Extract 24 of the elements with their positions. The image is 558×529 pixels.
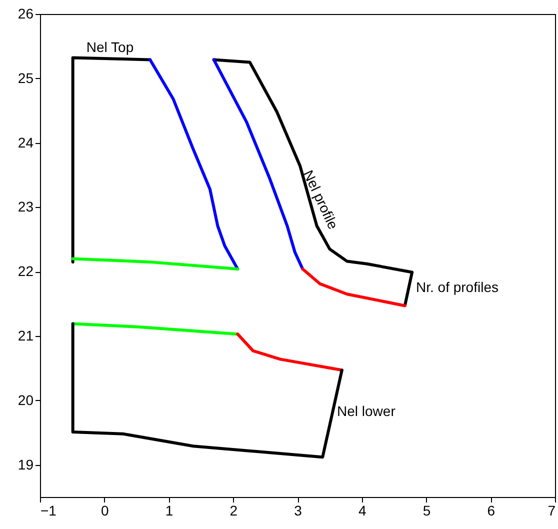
x-tick-label: 3 bbox=[294, 502, 302, 518]
x-tick-label: 7 bbox=[548, 502, 556, 518]
x-tick-label: 2 bbox=[230, 502, 238, 518]
y-tick-label: 21 bbox=[18, 328, 34, 344]
x-tick-label: 1 bbox=[165, 502, 174, 518]
line-series bbox=[212, 58, 304, 271]
x-tick-label: 5 bbox=[422, 502, 431, 518]
annotation: Nr. of profiles bbox=[416, 279, 498, 295]
y-tick-label: 25 bbox=[18, 70, 34, 86]
annotation: Nel lower bbox=[337, 403, 396, 419]
x-tick-label: 4 bbox=[358, 502, 366, 518]
line-series bbox=[301, 268, 407, 308]
y-tick-label: 22 bbox=[18, 263, 34, 280]
annotation: Nel Top bbox=[86, 39, 134, 55]
y-tick-label: 20 bbox=[18, 392, 34, 408]
x-tick-label: 6 bbox=[487, 502, 496, 518]
y-tick-label: 24 bbox=[18, 134, 34, 150]
y-tick-label: 19 bbox=[18, 456, 34, 472]
line-series bbox=[236, 332, 344, 372]
y-tick-label: 26 bbox=[18, 6, 34, 22]
x-tick-label: 0 bbox=[100, 502, 109, 518]
line-series bbox=[212, 58, 414, 307]
x-tick-label: −1 bbox=[40, 502, 57, 518]
y-tick-label: 23 bbox=[18, 198, 34, 215]
